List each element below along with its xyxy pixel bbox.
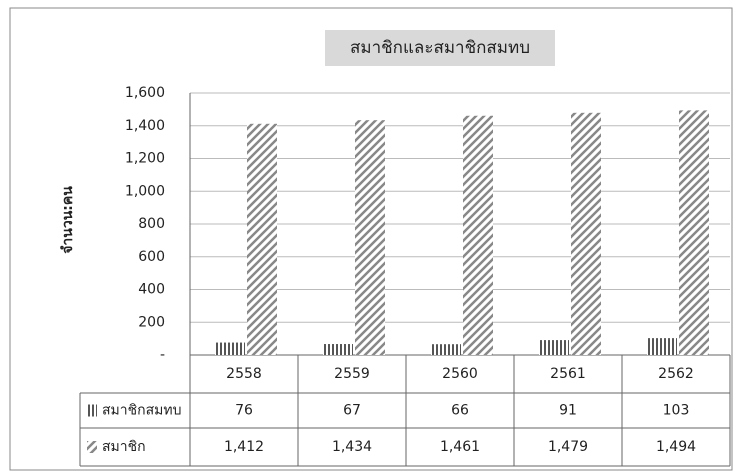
x-tick-label: 2558 bbox=[226, 366, 262, 382]
table-value: 1,412 bbox=[224, 439, 264, 455]
x-tick-label: 2562 bbox=[658, 366, 694, 382]
table-value: 1,434 bbox=[332, 439, 372, 455]
bar bbox=[323, 344, 353, 355]
bar bbox=[431, 344, 461, 355]
table-value: 91 bbox=[559, 403, 577, 419]
bar bbox=[571, 112, 601, 355]
bar bbox=[355, 120, 385, 356]
table-value: 103 bbox=[663, 403, 690, 419]
y-tick-label: 800 bbox=[138, 216, 165, 232]
x-tick-label: 2561 bbox=[550, 366, 586, 382]
table-value: 66 bbox=[451, 403, 469, 419]
y-tick-label: 200 bbox=[138, 314, 165, 330]
y-tick-label: - bbox=[160, 347, 165, 363]
y-tick-label: 400 bbox=[138, 282, 165, 298]
legend-label: สมาชิก bbox=[102, 439, 146, 455]
y-tick-label: 1,400 bbox=[125, 118, 165, 134]
legend-swatch bbox=[87, 441, 97, 453]
bar bbox=[679, 110, 709, 355]
y-tick-label: 1,600 bbox=[125, 85, 165, 101]
y-axis-label: จำนวน:คน bbox=[60, 186, 76, 254]
table-value: 1,494 bbox=[656, 439, 696, 455]
table-value: 1,479 bbox=[548, 439, 588, 455]
x-tick-label: 2559 bbox=[334, 366, 370, 382]
bar bbox=[247, 123, 277, 355]
table-value: 67 bbox=[343, 403, 361, 419]
chart-title: สมาชิกและสมาชิกสมทบ bbox=[350, 38, 530, 58]
table-value: 76 bbox=[235, 403, 253, 419]
bar bbox=[215, 342, 245, 355]
bar bbox=[539, 340, 569, 355]
title-box bbox=[325, 30, 555, 66]
table-value: 1,461 bbox=[440, 439, 480, 455]
bar bbox=[647, 338, 677, 355]
x-tick-label: 2560 bbox=[442, 366, 478, 382]
legend-swatch bbox=[87, 404, 97, 417]
y-tick-label: 1,000 bbox=[125, 183, 165, 199]
y-tick-label: 600 bbox=[138, 249, 165, 265]
chart-frame bbox=[9, 7, 733, 471]
bar bbox=[463, 115, 493, 355]
y-tick-label: 1,200 bbox=[125, 151, 165, 167]
legend-label: สมาชิกสมทบ bbox=[102, 403, 182, 419]
